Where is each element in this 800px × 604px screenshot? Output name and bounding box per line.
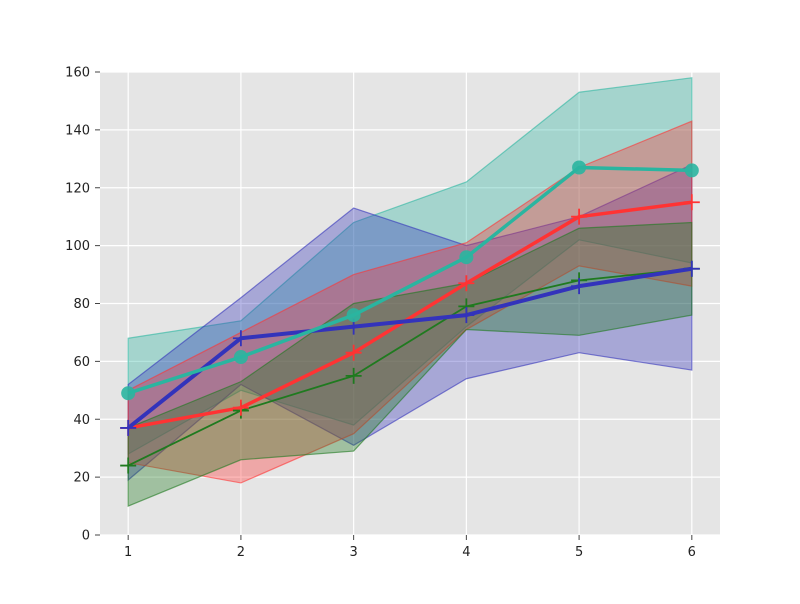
series-2-point <box>120 419 137 436</box>
series-1-point <box>459 250 474 265</box>
series-3-point <box>683 194 700 211</box>
series-lines <box>126 165 693 467</box>
series-3-point <box>458 275 475 292</box>
y-tick-label: 100 <box>65 239 90 254</box>
series-3-point <box>232 399 249 416</box>
y-tick-label: 40 <box>73 413 90 428</box>
series-4-point <box>345 367 362 384</box>
y-tick-label: 120 <box>65 181 90 196</box>
series-1-point <box>572 160 587 175</box>
series-3-line <box>127 200 693 430</box>
x-axis-ticks: 1 2 3 4 5 6 <box>124 535 696 560</box>
series-2-point <box>571 278 588 295</box>
x-tick-label: 1 <box>124 545 132 560</box>
series-1-point <box>121 386 136 401</box>
series-3-point <box>571 208 588 225</box>
series-2-line <box>126 266 693 430</box>
y-tick-label: 60 <box>73 355 90 370</box>
series-1-point <box>233 350 248 365</box>
y-axis-ticks: 0 20 40 60 80 100 120 140 160 <box>65 66 100 544</box>
y-tick-label: 20 <box>73 471 90 486</box>
series-markers <box>120 160 700 474</box>
series-1-line <box>127 165 692 395</box>
x-tick-label: 6 <box>688 545 696 560</box>
series-2-point <box>232 330 249 347</box>
x-tick-label: 2 <box>237 545 245 560</box>
y-tick-label: 160 <box>65 66 90 81</box>
series-1-point <box>684 163 699 178</box>
series-1-point <box>346 308 361 323</box>
x-tick-label: 5 <box>575 545 583 560</box>
series-2-point <box>683 260 700 277</box>
series-3-point <box>345 344 362 361</box>
y-tick-label: 0 <box>82 529 90 544</box>
y-tick-label: 80 <box>73 297 90 312</box>
x-tick-label: 3 <box>349 545 357 560</box>
y-tick-label: 140 <box>65 123 90 138</box>
x-tick-label: 4 <box>462 545 470 560</box>
series-4-line <box>127 267 692 467</box>
series-4-point <box>120 457 137 474</box>
series-2-point <box>458 307 475 324</box>
